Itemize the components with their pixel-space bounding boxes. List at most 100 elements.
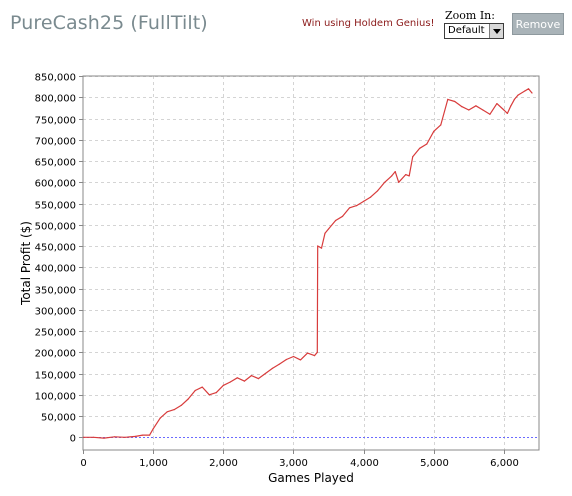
- data-point: [506, 112, 508, 114]
- data-point: [527, 88, 530, 90]
- x-axis-label: Games Played: [268, 471, 354, 485]
- data-point: [124, 436, 126, 438]
- data-point: [324, 232, 326, 234]
- data-point: [187, 398, 189, 400]
- data-point: [489, 113, 491, 115]
- y-axis-ticks: 0 50,000 100,000 150,000 200,000 250,000 300,0…: [35, 73, 83, 445]
- chevron-down-icon[interactable]: [489, 24, 503, 38]
- data-point: [264, 372, 266, 375]
- data-point: [503, 109, 505, 111]
- data-point: [317, 245, 319, 247]
- y-tick-label: 0: [70, 434, 76, 445]
- data-point: [278, 363, 280, 365]
- data-point: [243, 380, 245, 382]
- zoom-select[interactable]: Default: [444, 23, 504, 39]
- data-point: [316, 351, 318, 353]
- data-point: [149, 434, 151, 436]
- remove-button[interactable]: Remove: [512, 13, 564, 35]
- data-point: [215, 392, 217, 394]
- data-point: [103, 437, 105, 439]
- y-tick-label: 400,000: [35, 264, 76, 275]
- zoom-select-value: Default: [448, 25, 485, 36]
- data-point: [419, 147, 421, 149]
- data-point: [271, 367, 273, 369]
- data-point: [408, 175, 410, 177]
- data-point: [405, 174, 407, 176]
- data-point: [531, 92, 533, 94]
- data-point: [180, 404, 182, 406]
- y-tick-label: 150,000: [35, 371, 76, 382]
- x-tick-label: 3,000: [279, 458, 308, 469]
- x-axis-ticks: 0 1,000 2,000 3,000 4,000 5,000 6,000: [80, 450, 519, 469]
- data-point: [229, 381, 231, 383]
- page-title: PureCash25 (FullTilt): [10, 12, 208, 34]
- data-point: [398, 181, 400, 183]
- data-point: [313, 355, 316, 357]
- x-tick-label: 4,000: [350, 458, 379, 469]
- data-point: [135, 435, 137, 437]
- data-point: [152, 428, 154, 430]
- data-point: [524, 90, 526, 92]
- data-point: [496, 103, 498, 105]
- data-point: [142, 434, 144, 436]
- y-tick-label: 600,000: [35, 179, 76, 190]
- data-point: [513, 98, 516, 100]
- y-tick-label: 100,000: [35, 392, 76, 403]
- data-point: [461, 106, 463, 108]
- data-point: [394, 171, 396, 173]
- data-point: [454, 100, 456, 103]
- data-point: [299, 359, 302, 361]
- data-point: [250, 375, 252, 377]
- y-axis-label: Total Profit ($): [19, 221, 33, 306]
- y-tick-label: 50,000: [41, 413, 76, 424]
- data-point: [166, 411, 168, 413]
- data-point: [342, 215, 344, 217]
- data-point: [447, 98, 449, 100]
- data-point: [440, 124, 442, 126]
- y-tick-label: 450,000: [35, 243, 76, 254]
- data-point: [159, 417, 161, 419]
- promo-link[interactable]: Win using Holdem Genius!: [302, 18, 435, 29]
- data-point: [370, 196, 372, 198]
- data-point: [475, 105, 477, 107]
- data-point: [482, 109, 484, 111]
- data-point: [510, 105, 512, 107]
- y-tick-label: 800,000: [35, 94, 76, 105]
- data-point: [285, 358, 287, 361]
- plot-frame: [82, 75, 540, 451]
- data-point: [257, 378, 259, 380]
- data-point: [517, 94, 519, 96]
- y-tick-label: 300,000: [35, 307, 76, 318]
- data-point: [433, 130, 435, 132]
- data-point: [92, 436, 95, 438]
- data-point: [363, 200, 365, 202]
- data-point: [377, 190, 379, 192]
- y-tick-label: 550,000: [35, 201, 76, 212]
- data-point: [327, 228, 330, 230]
- data-point: [426, 143, 428, 145]
- y-tick-label: 850,000: [35, 73, 76, 84]
- x-tick-label: 0: [80, 458, 86, 469]
- data-point: [320, 247, 323, 249]
- y-tick-label: 750,000: [35, 116, 76, 127]
- x-tick-label: 6,000: [490, 458, 519, 469]
- series-layer: [82, 88, 533, 439]
- grid-lines: [83, 76, 539, 450]
- data-point: [391, 175, 393, 177]
- data-point: [468, 109, 470, 111]
- data-point: [384, 181, 386, 183]
- data-point: [194, 389, 196, 392]
- x-tick-label: 1,000: [139, 458, 168, 469]
- y-tick-label: 700,000: [35, 137, 76, 148]
- data-point: [349, 207, 351, 209]
- y-tick-label: 650,000: [35, 158, 76, 169]
- data-point: [173, 409, 175, 411]
- data-point: [208, 394, 210, 396]
- data-point: [412, 156, 414, 158]
- data-point: [236, 377, 238, 379]
- data-point: [222, 384, 224, 386]
- profit-line: [83, 88, 533, 439]
- data-point: [356, 205, 358, 207]
